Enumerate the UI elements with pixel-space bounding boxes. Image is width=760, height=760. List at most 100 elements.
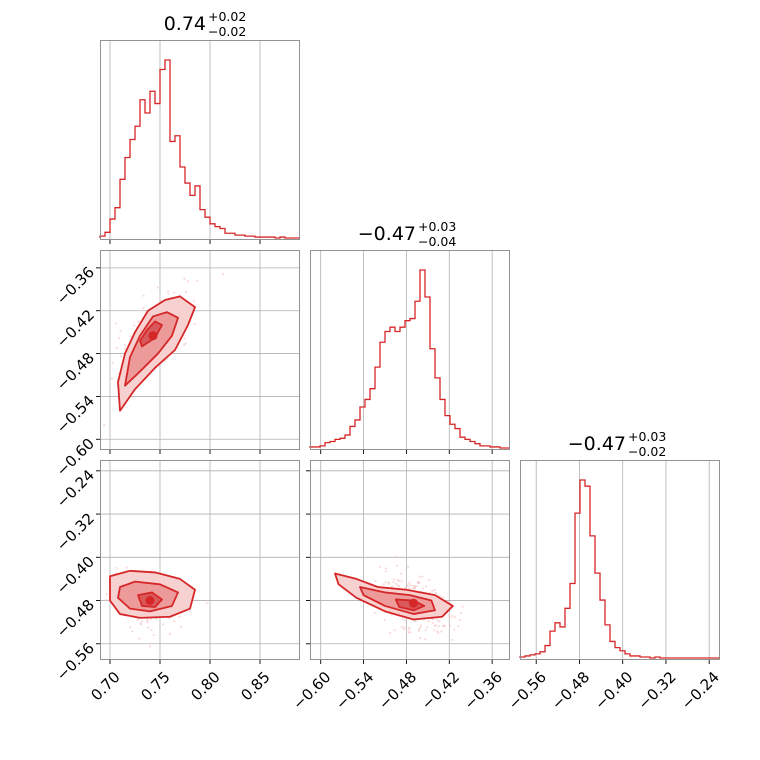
- joint-3-1-scatter-point: [155, 618, 158, 621]
- joint-2-1-scatter-point: [114, 322, 117, 325]
- joint-2-1-scatter-point: [183, 343, 186, 346]
- joint-3-1-scatter-point: [149, 645, 152, 648]
- marginal-3-xtick-label: −0.56: [505, 668, 550, 713]
- joint-3-1-scatter-point: [147, 626, 150, 629]
- joint-3-2-scatter-point: [389, 631, 392, 634]
- joint-3-2-frame: [310, 460, 510, 660]
- joint-3-2-scatter-point: [400, 625, 403, 628]
- joint-3-1-scatter-point: [131, 630, 134, 633]
- joint-3-2-scatter-point: [451, 614, 454, 618]
- joint-3-2-scatter-point: [437, 625, 441, 628]
- joint-2-1-scatter-point: [119, 355, 123, 358]
- joint-3-2-scatter-point: [453, 628, 456, 631]
- joint-2-1-density-peak: [148, 331, 158, 341]
- joint-3-1-scatter-point: [129, 626, 132, 629]
- joint-2-1-scatter-point: [133, 324, 136, 327]
- joint-2-1-scatter-point: [103, 423, 106, 427]
- joint-3-2-scatter-point: [374, 580, 377, 583]
- joint-3-1-scatter-point: [152, 633, 155, 637]
- joint-3-2-scatter-point: [428, 578, 431, 582]
- joint-3-2-xtick-label: −0.54: [332, 668, 377, 713]
- joint-3-2-scatter-point: [426, 626, 429, 629]
- joint-3-2-scatter-point: [419, 626, 422, 629]
- marginal-1-title: 0.74 +0.02−0.02: [164, 9, 247, 39]
- joint-3-2-scatter-point: [440, 630, 443, 633]
- joint-3-2-scatter-point: [413, 584, 417, 588]
- joint-3-2-scatter-point: [378, 565, 381, 569]
- joint-3-2-scatter-point: [408, 587, 411, 590]
- joint-3-1-scatter-point: [189, 610, 192, 613]
- joint-3-2-scatter-point: [405, 628, 408, 631]
- joint-3-2-scatter-point: [436, 619, 439, 622]
- marginal-2-title: −0.47 +0.03−0.04: [358, 219, 457, 249]
- joint-3-2-scatter-point: [437, 631, 440, 634]
- joint-3-1-scatter-point: [172, 620, 176, 623]
- joint-3-2-scatter-point: [431, 621, 434, 625]
- joint-3-2-scatter-point: [395, 555, 398, 558]
- joint-3-2-scatter-point: [409, 631, 412, 634]
- joint-3-1-ytick-label: −0.40: [53, 553, 98, 598]
- joint-2-1-scatter-point: [156, 286, 159, 289]
- joint-3-2-scatter-point: [399, 572, 403, 575]
- joint-3-2-scatter-point: [392, 580, 395, 584]
- joint-3-1-scatter-point: [149, 617, 153, 621]
- joint-3-2-scatter-point: [457, 625, 460, 628]
- joint-3-2-scatter-point: [418, 581, 421, 584]
- marginal-3-xtick-label: −0.48: [548, 668, 593, 713]
- joint-3-2-scatter-point: [397, 585, 401, 588]
- joint-3-1-scatter-point: [162, 623, 165, 626]
- joint-3-1-frame: [100, 460, 300, 660]
- joint-3-2-scatter-point: [409, 583, 412, 587]
- joint-2-1-scatter-point: [186, 280, 189, 283]
- joint-3-2-scatter-point: [383, 618, 386, 622]
- joint-3-2-scatter-point: [419, 637, 422, 640]
- marginal-3-xtick-label: −0.24: [678, 668, 723, 713]
- joint-3-2-scatter-point: [408, 628, 411, 631]
- joint-3-2-scatter-point: [407, 565, 410, 568]
- joint-2-1-scatter-point: [184, 342, 187, 345]
- joint-2-1-contour-level: [124, 311, 179, 387]
- joint-3-1-scatter-point: [140, 620, 144, 623]
- joint-3-2-xtick-label: −0.36: [461, 668, 506, 713]
- joint-3-1-scatter-point: [115, 566, 118, 570]
- joint-3-2-xtick-label: −0.42: [418, 668, 463, 713]
- joint-3-2-scatter-point: [401, 617, 404, 620]
- joint-3-2-scatter-point: [407, 631, 410, 634]
- joint-3-2-scatter-point: [459, 611, 463, 615]
- marginal-1-title-value: 0.74: [164, 13, 206, 35]
- joint-3-2-scatter-point: [417, 628, 421, 631]
- joint-3-1-background: [100, 460, 300, 660]
- joint-2-1-scatter-point: [192, 300, 195, 303]
- joint-3-2-scatter-point: [432, 628, 436, 632]
- joint-3-2-scatter-point: [384, 570, 387, 573]
- joint-3-2-background: [310, 460, 510, 660]
- joint-2-1-scatter-point: [221, 273, 225, 276]
- joint-2-1-ytick-label: −0.42: [53, 306, 98, 351]
- joint-3-2-scatter-point: [411, 587, 415, 590]
- joint-3-1-scatter-point: [105, 592, 109, 596]
- joint-3-2-scatter-point: [419, 624, 423, 627]
- joint-2-1-scatter-point: [183, 277, 186, 280]
- joint-3-2-scatter-point: [413, 587, 417, 590]
- joint-2-1-scatter-point: [129, 335, 132, 338]
- joint-2-1-scatter-point: [166, 290, 170, 293]
- joint-2-1-scatter-point: [124, 347, 127, 350]
- marginal-2-title-plus: +0.03: [418, 219, 456, 234]
- marginal-3-xtick-label: −0.32: [634, 668, 679, 713]
- joint-3-2-scatter-point: [433, 624, 436, 627]
- marginal-3-title-plus: +0.03: [628, 429, 666, 444]
- marginal-2-title-minus: −0.04: [418, 234, 456, 249]
- joint-3-2-scatter-point: [403, 619, 406, 622]
- joint-3-2-scatter-point: [392, 578, 396, 581]
- joint-3-2-xtick-label: −0.48: [375, 668, 420, 713]
- joint-3-2-scatter-point: [434, 591, 437, 595]
- joint-2-1-scatter-point: [137, 320, 140, 323]
- joint-2-1-scatter-point: [115, 346, 118, 350]
- joint-3-1-scatter-point: [205, 601, 208, 605]
- joint-2-1-scatter-point: [183, 337, 186, 340]
- joint-3-2-scatter-point: [424, 585, 428, 588]
- joint-3-2-scatter-point: [433, 589, 437, 592]
- joint-3-2-scatter-point: [431, 589, 434, 592]
- marginal-3-title-minus: −0.02: [628, 444, 666, 459]
- marginal-2-title-value: −0.47: [358, 223, 416, 245]
